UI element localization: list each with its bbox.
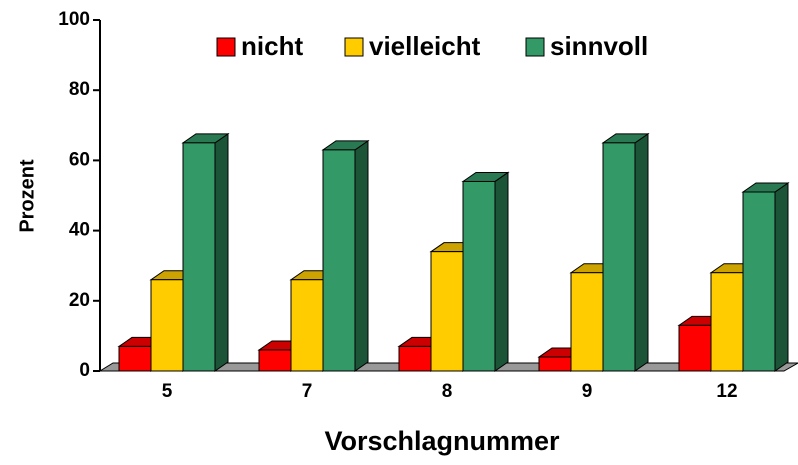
bar-front [710,272,744,372]
bar-front [258,349,292,372]
bar-front [118,345,152,372]
bar-side [214,132,229,372]
bar-side [354,139,369,372]
bar-front [462,180,496,372]
legend-swatch [344,37,364,57]
bar-front [570,272,604,372]
legend-label: vielleicht [369,31,481,61]
bar [181,132,230,372]
legend-swatch [216,37,236,57]
bar-front [290,279,324,372]
y-tick-label: 100 [58,9,90,30]
bar [321,139,370,372]
x-tick-label: 12 [716,381,737,402]
x-tick-label: 9 [582,381,593,402]
legend-swatch [525,37,545,57]
legend-label: nicht [241,31,303,61]
bar [461,171,510,372]
x-tick-label: 5 [162,381,173,402]
bar-front [430,251,464,372]
legend-label: sinnvoll [550,31,648,61]
y-tick-label: 20 [69,290,90,311]
y-tick-label: 0 [79,360,90,381]
bar-front [678,324,712,372]
y-tick-label: 40 [69,220,90,241]
bar-front [182,142,216,372]
y-axis-title: Prozent [16,159,38,233]
bar [741,182,790,372]
x-tick-label: 8 [442,381,453,402]
bar-side [634,132,649,372]
bar-side [494,171,509,372]
x-axis-title: Vorschlagnummer [324,426,560,456]
bar-side [774,182,789,372]
bar-front [398,345,432,372]
bar-front [742,191,776,372]
bar-front [322,149,356,372]
y-tick-label: 80 [69,79,90,100]
bar [601,132,650,372]
x-tick-label: 7 [302,381,313,402]
bar-front [150,279,184,372]
bar-front [538,356,572,372]
y-tick-label: 60 [69,149,90,170]
bar-front [602,142,636,372]
